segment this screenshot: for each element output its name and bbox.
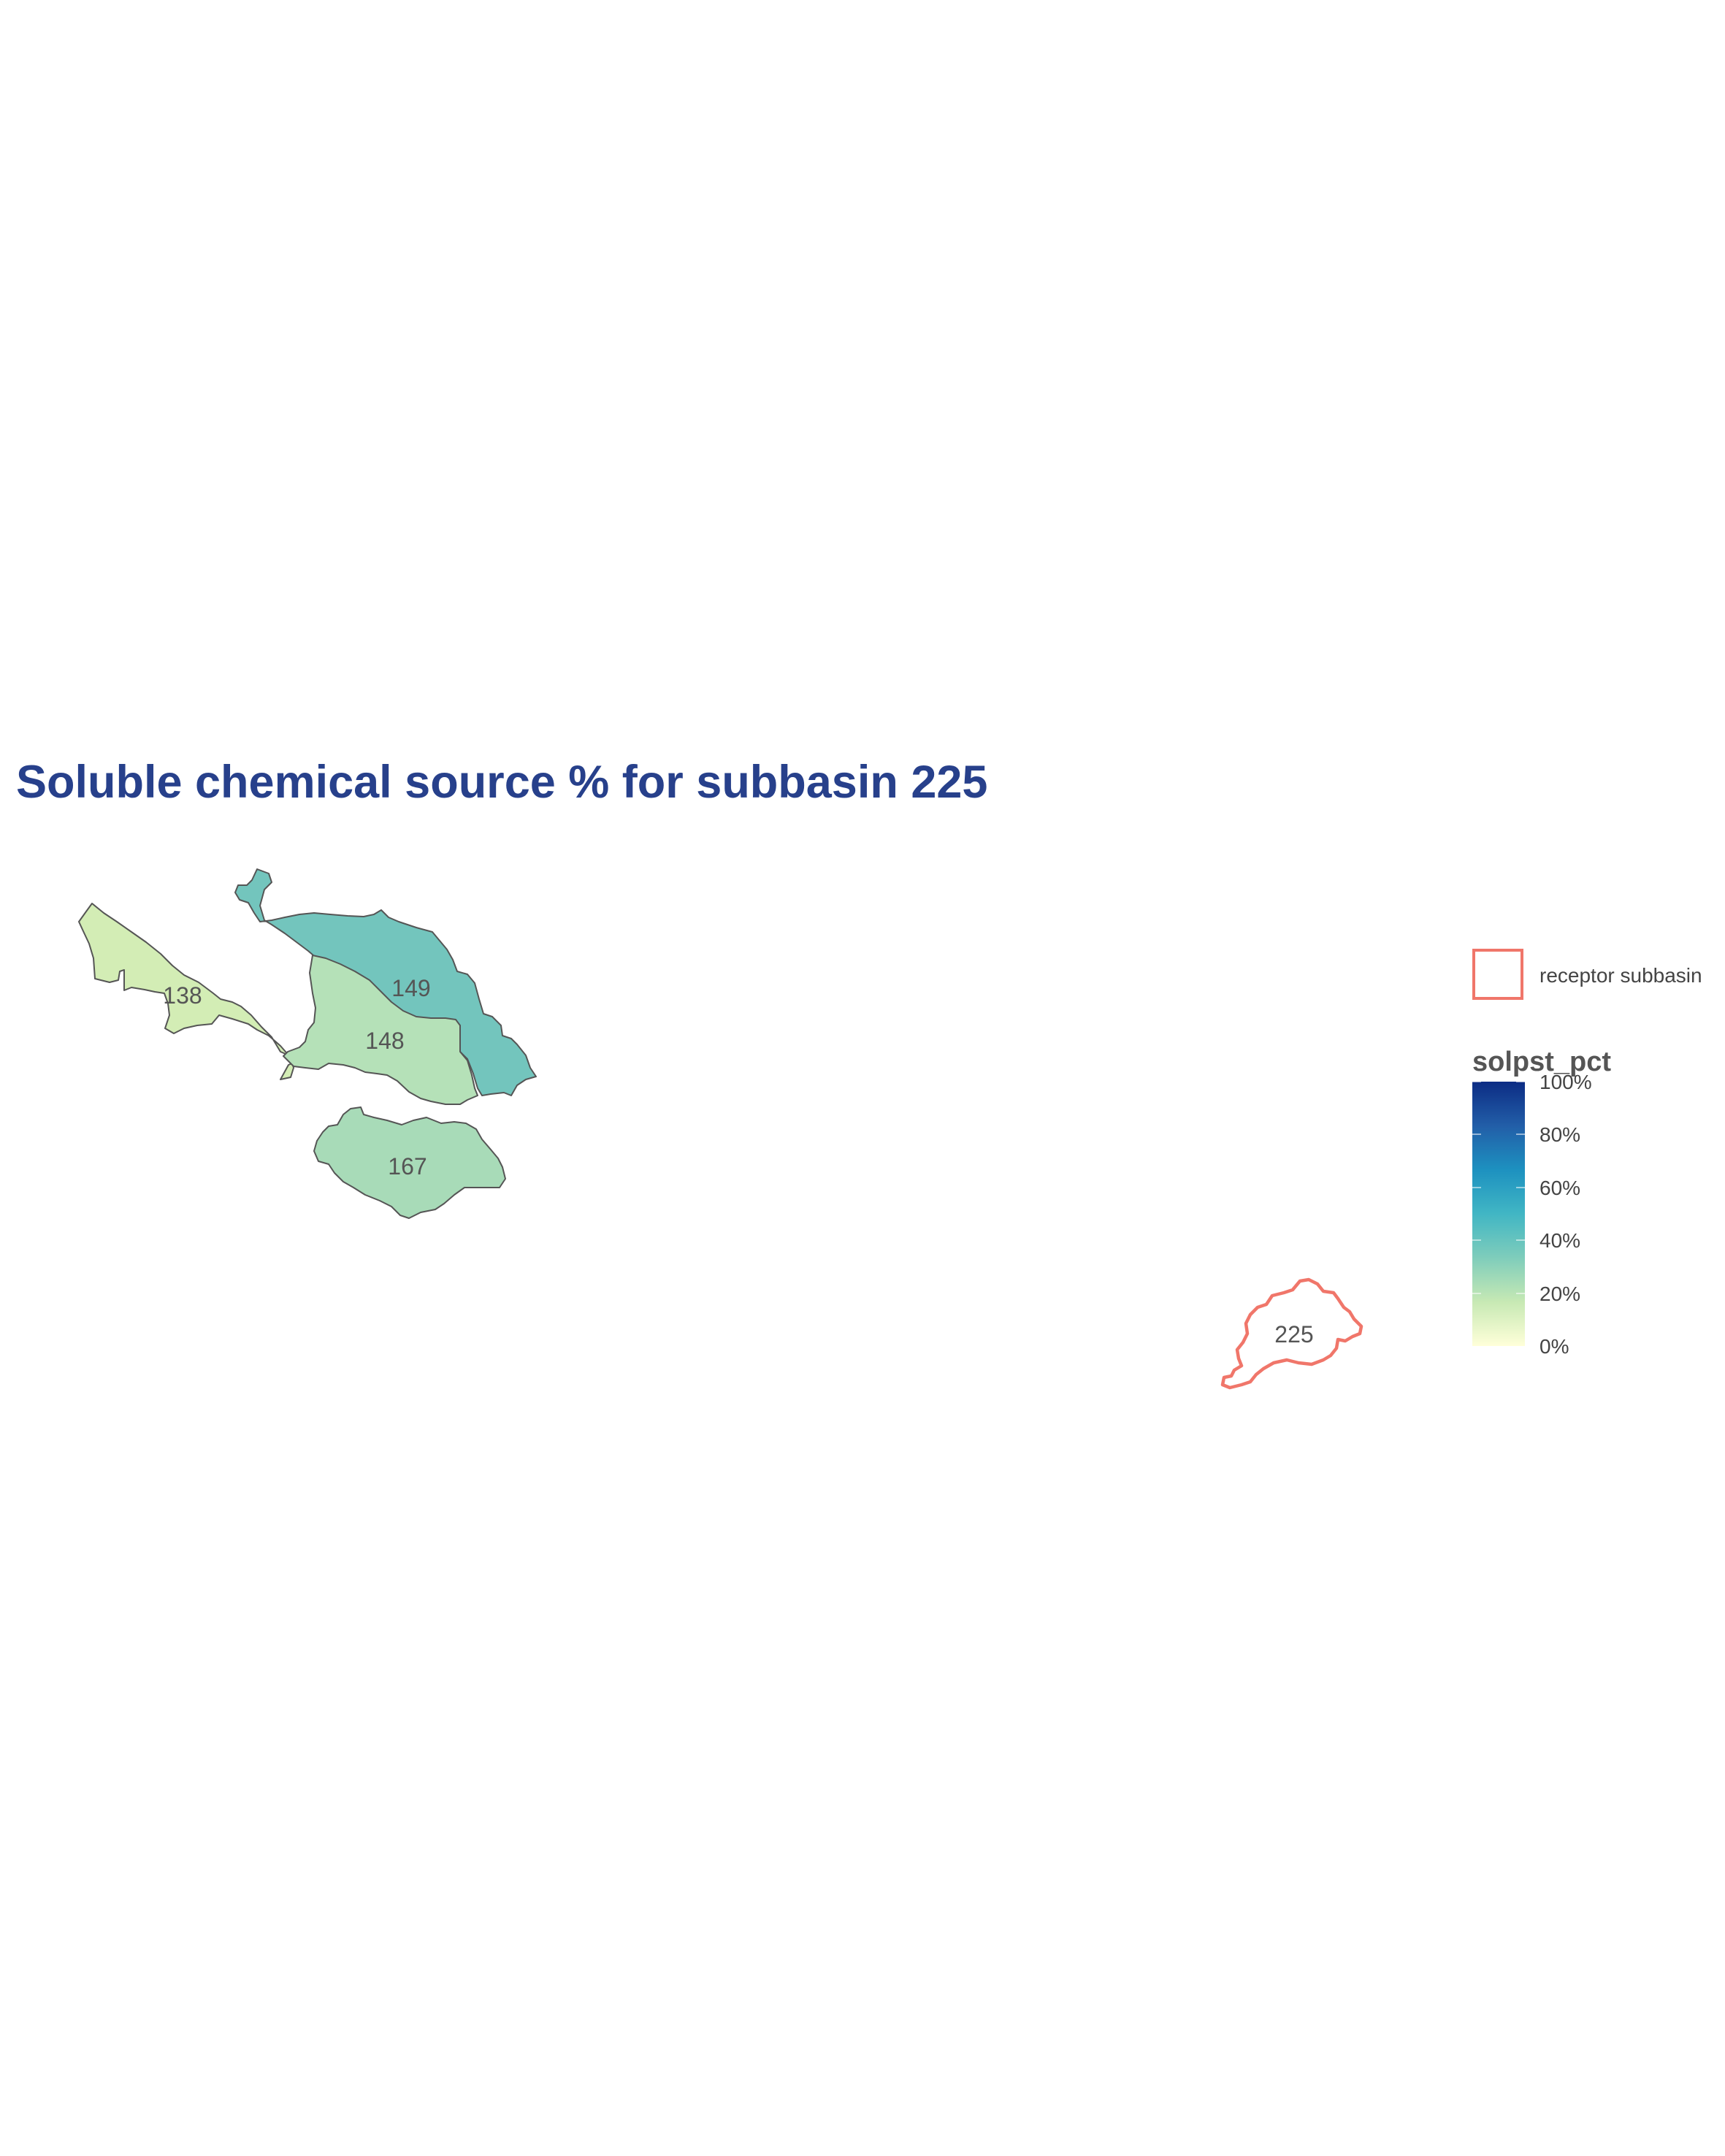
map-title: Soluble chemical source % for subbasin 2… (16, 757, 988, 808)
subbasin-138-polygon[interactable] (78, 903, 300, 1080)
subbasin-167-polygon[interactable] (313, 1106, 506, 1219)
receptor-legend-label: receptor subbasin (1540, 964, 1702, 987)
receptor-subbasin-225-outline[interactable] (1220, 1277, 1363, 1390)
receptor-legend-key (1472, 949, 1523, 1000)
colorbar-tick-marks (1472, 1081, 1525, 1294)
subbasin-149-label: 149 (391, 975, 430, 1001)
subbasin-148-label: 148 (365, 1028, 404, 1054)
receptor-legend: receptor subbasin (1472, 949, 1702, 1000)
subbasin-138-label: 138 (163, 982, 202, 1009)
receptor-subbasin-225-label: 225 (1274, 1321, 1313, 1348)
colorbar-title: solpst_pct (1472, 1047, 1611, 1077)
colorbar-tick-label: 100% (1540, 1071, 1592, 1093)
colorbar-tick-label: 80% (1540, 1123, 1580, 1146)
colorbar-tick-label: 0% (1540, 1335, 1569, 1358)
subbasin-148-polygon[interactable] (283, 955, 478, 1105)
colorbar-tick-label: 40% (1540, 1229, 1580, 1252)
subbasin-167-label: 167 (388, 1153, 427, 1180)
colorbar (1472, 1082, 1525, 1346)
colorbar-tick-label: 60% (1540, 1177, 1580, 1199)
colorbar-legend: solpst_pct 100% 80% 60% 40% 20% 0% (1472, 1047, 1611, 1358)
colorbar-tick-label: 20% (1540, 1282, 1580, 1305)
